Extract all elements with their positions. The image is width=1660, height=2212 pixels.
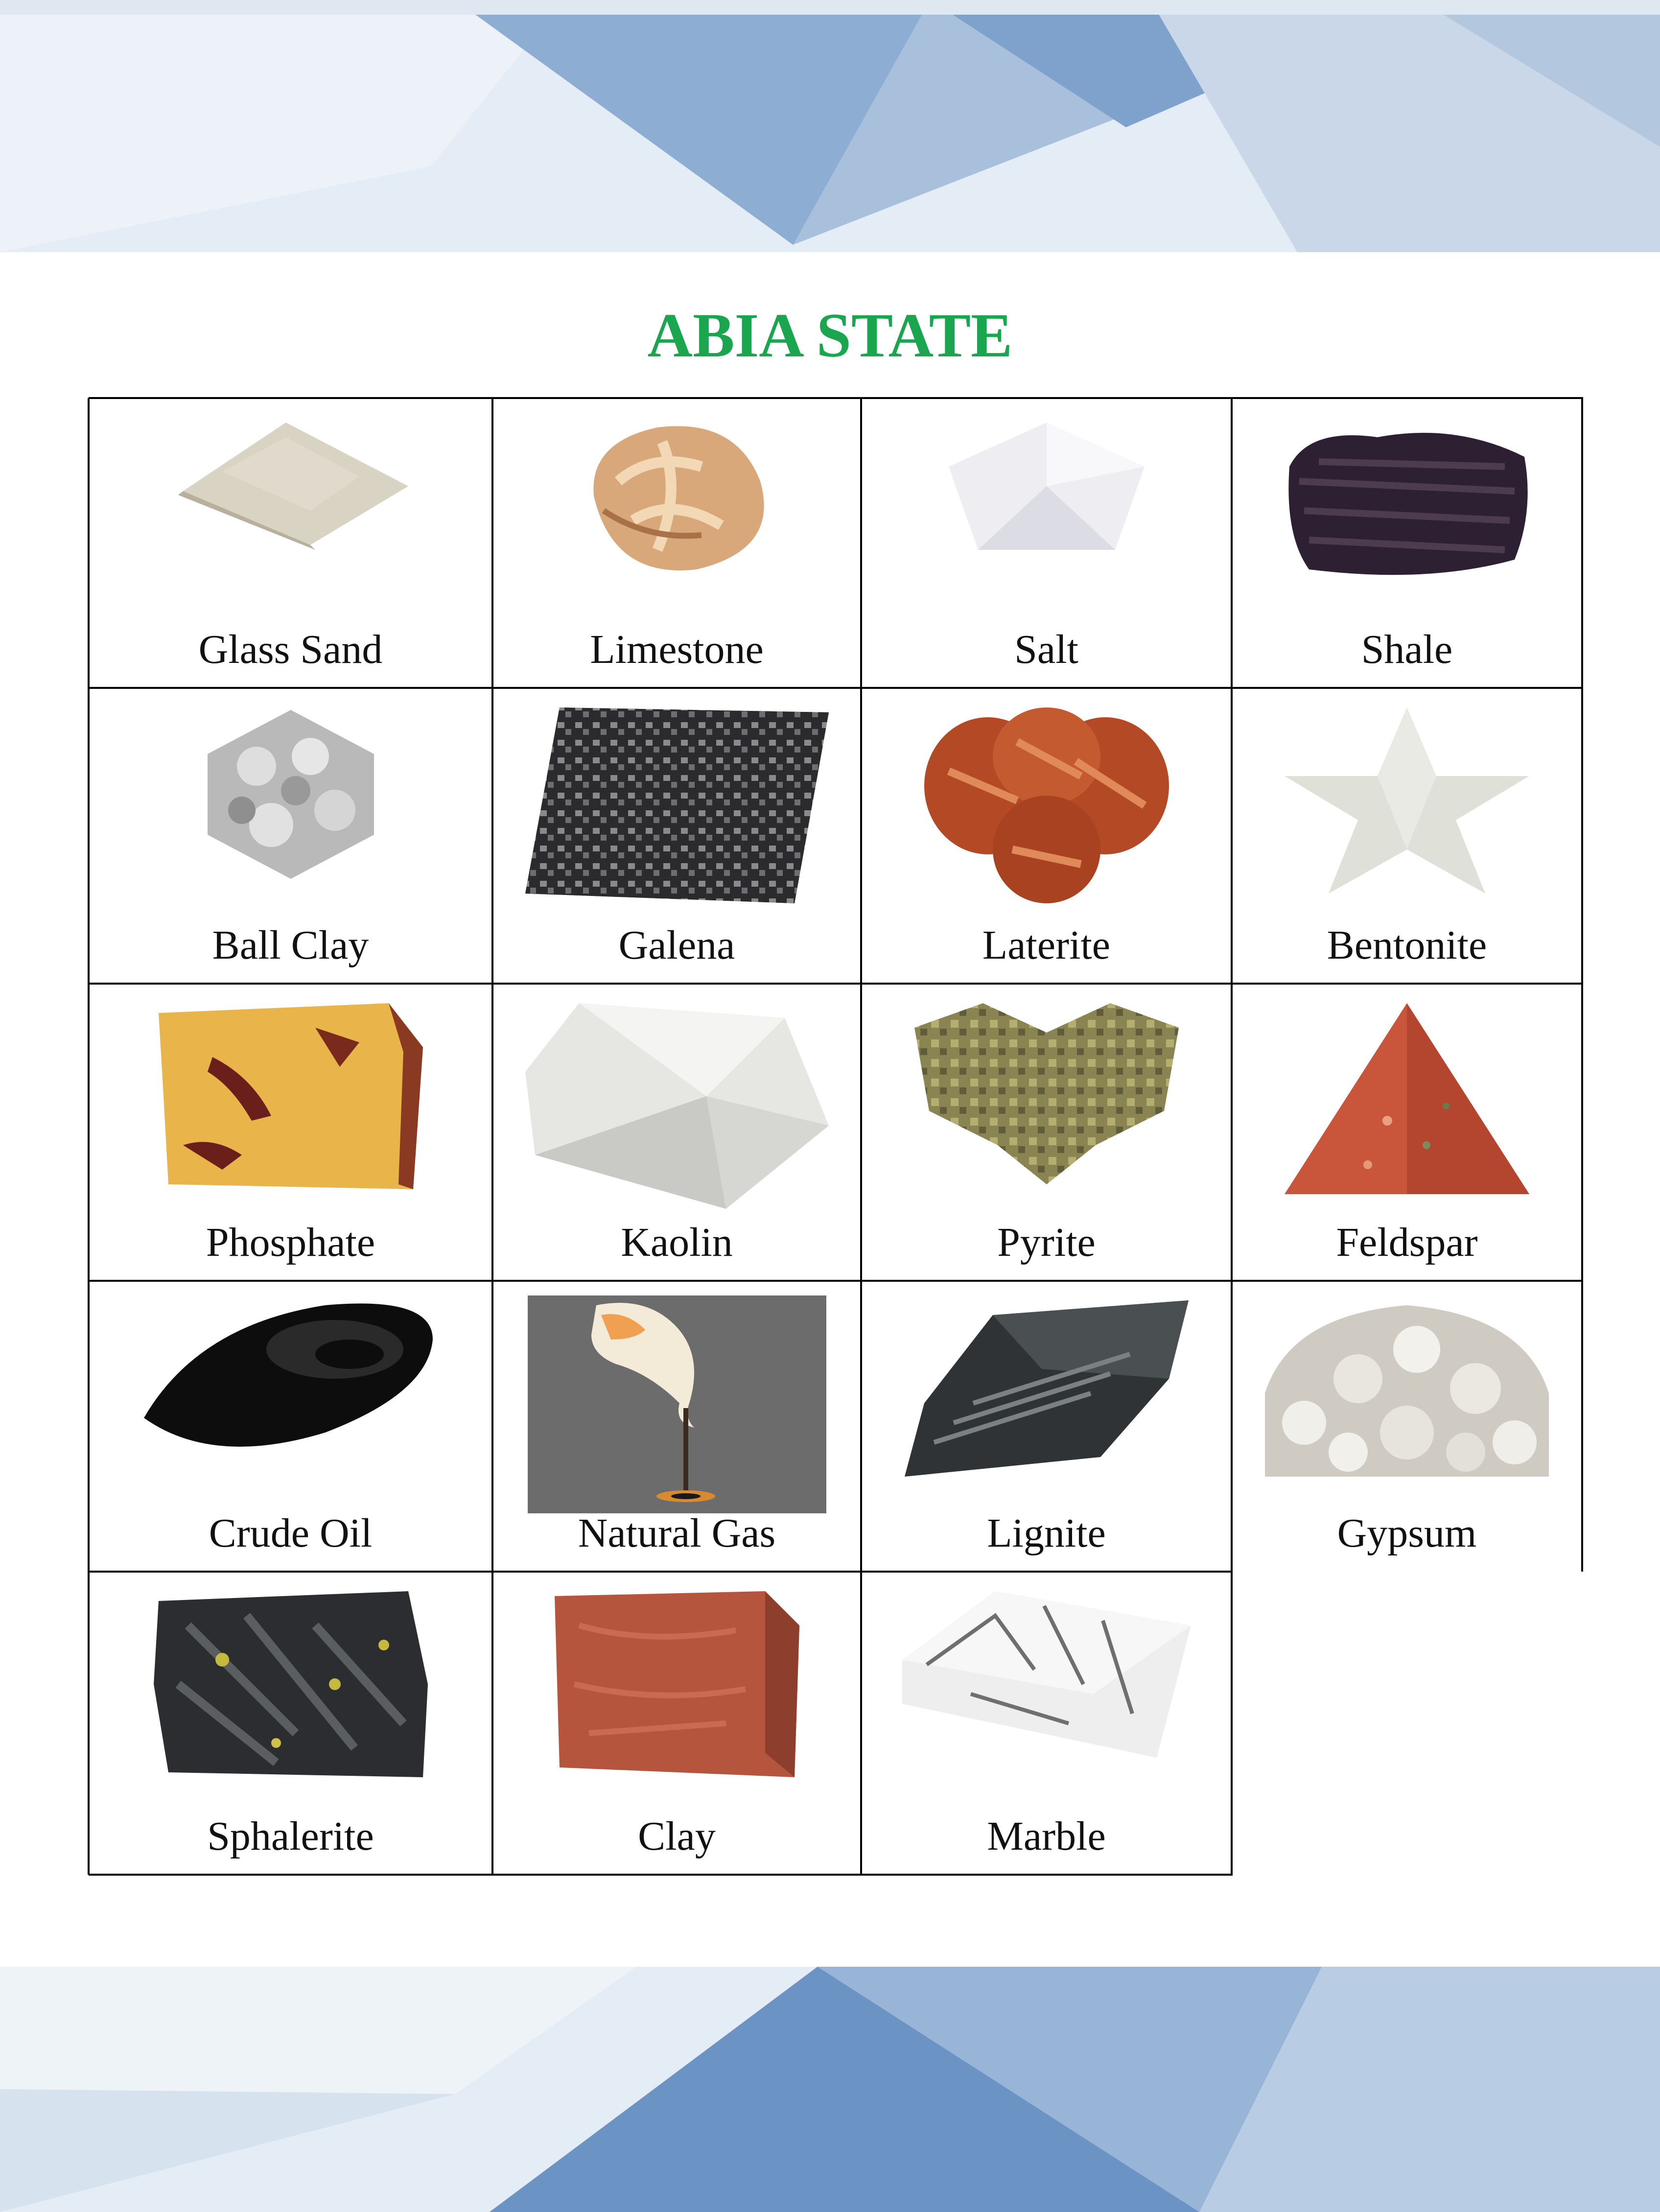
mineral-label: Feldspar (1336, 1220, 1478, 1265)
mineral-cell: Galena (492, 688, 861, 984)
mineral-cell: Natural Gas (492, 1281, 861, 1572)
mineral-label: Bentonite (1327, 922, 1487, 968)
mineral-cell: Gypsum (1232, 1281, 1582, 1572)
grid-line (89, 1280, 1583, 1282)
mineral-cell: Feldspar (1232, 984, 1582, 1281)
mineral-label: Natural Gas (578, 1510, 776, 1556)
mineral-cell: Pyrite (861, 984, 1232, 1281)
grid-line (860, 398, 862, 1875)
mineral-cell: Lignite (861, 1281, 1232, 1572)
mineral-label: Ball Clay (212, 922, 369, 968)
mineral-cell: Sphalerite (89, 1572, 492, 1875)
grid-line (88, 398, 90, 1875)
grid-line (89, 983, 1583, 985)
mineral-label: Shale (1361, 627, 1453, 672)
mineral-label: Kaolin (621, 1220, 733, 1265)
mineral-label: Gypsum (1337, 1510, 1477, 1556)
grid-line (1231, 398, 1233, 1875)
mineral-cell: Bentonite (1232, 688, 1582, 984)
page-title: ABIA STATE (647, 301, 1013, 370)
mineral-cell: Laterite (861, 688, 1232, 984)
top-banner (0, 0, 1660, 252)
mineral-label: Phosphate (206, 1220, 375, 1265)
mineral-cell: Ball Clay (89, 688, 492, 984)
mineral-label: Crude Oil (209, 1510, 373, 1556)
grid-line (89, 1571, 1233, 1573)
mineral-cell: Glass Sand (89, 398, 492, 688)
grid-line (491, 398, 493, 1875)
mineral-cell: Shale (1232, 398, 1582, 688)
grid-line (89, 397, 1583, 399)
mineral-label: Pyrite (997, 1220, 1096, 1265)
mineral-label: Galena (618, 922, 735, 968)
mineral-cell: Clay (492, 1572, 861, 1875)
mineral-cell: Kaolin (492, 984, 861, 1281)
bottom-banner (0, 1967, 1660, 2212)
mineral-label: Limestone (590, 627, 764, 672)
grid-line (89, 1874, 1233, 1876)
grid-line (1581, 398, 1583, 1572)
mineral-label: Laterite (982, 922, 1111, 968)
grid-line (89, 687, 1583, 689)
mineral-cell: Phosphate (89, 984, 492, 1281)
mineral-label: Lignite (987, 1510, 1106, 1556)
mineral-cell: Limestone (492, 398, 861, 688)
mineral-cell: Crude Oil (89, 1281, 492, 1572)
mineral-label: Glass Sand (198, 627, 383, 672)
mineral-label: Marble (987, 1813, 1106, 1859)
mineral-cell: Marble (861, 1572, 1232, 1875)
mineral-cell: Salt (861, 398, 1232, 688)
mineral-label: Salt (1014, 627, 1078, 672)
mineral-label: Clay (638, 1813, 716, 1859)
mineral-label: Sphalerite (207, 1813, 374, 1859)
